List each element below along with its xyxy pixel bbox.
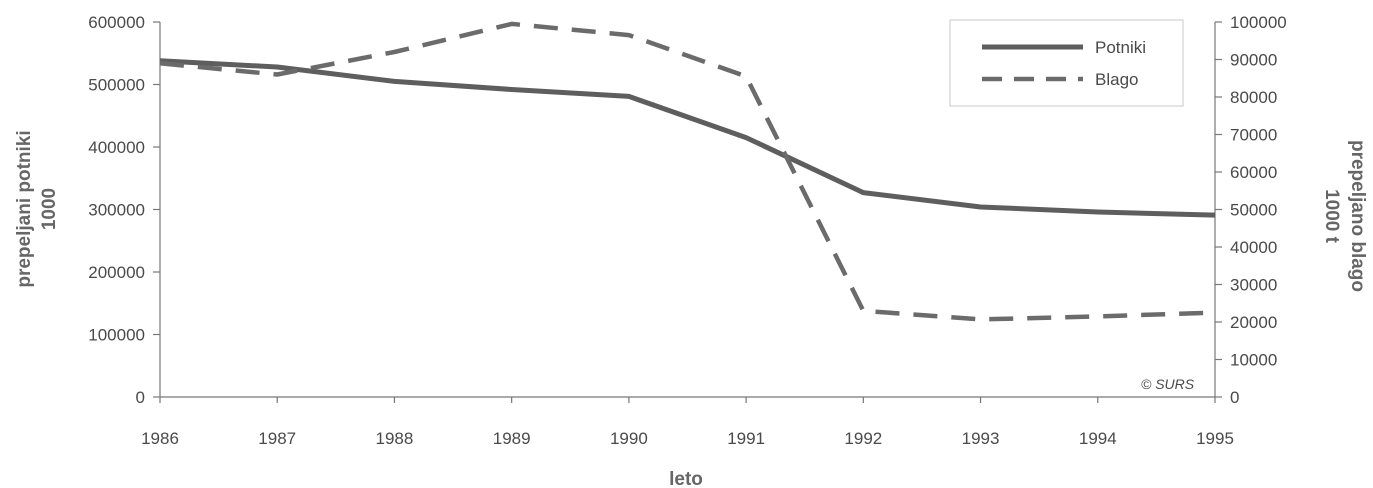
right-tick-label: 0 <box>1230 388 1239 407</box>
series-line-potniki <box>159 58 1216 218</box>
x-tick-label: 1987 <box>258 429 296 448</box>
left-axis-title-line1: prepeljani potniki <box>14 130 35 287</box>
x-tick-label: 1986 <box>141 429 179 448</box>
x-tick-label: 1995 <box>1196 429 1234 448</box>
right-tick-label: 100000 <box>1230 13 1287 32</box>
x-tick-label: 1989 <box>493 429 531 448</box>
right-tick-label: 90000 <box>1230 51 1277 70</box>
right-axis-title: prepeljano blago 1000 t <box>1321 140 1368 292</box>
x-tick-label: 1988 <box>376 429 414 448</box>
legend-label-blago: Blago <box>1095 70 1138 89</box>
left-axis-ticks: 0 100000 200000 300000 400000 500000 600000 <box>88 13 160 407</box>
left-tick-label: 400000 <box>88 138 145 157</box>
legend-box <box>949 19 1184 107</box>
right-tick-label: 40000 <box>1230 238 1277 257</box>
right-tick-label: 50000 <box>1230 201 1277 220</box>
series-layer <box>159 21 1216 322</box>
right-tick-label: 30000 <box>1230 276 1277 295</box>
x-tick-label: 1992 <box>844 429 882 448</box>
left-tick-label: 500000 <box>88 76 145 95</box>
x-tick-label: 1993 <box>962 429 1000 448</box>
left-tick-label: 0 <box>136 388 145 407</box>
left-axis-title: prepeljani potniki 1000 <box>14 130 60 287</box>
x-tick-label: 1994 <box>1079 429 1117 448</box>
credit-label: © SURS <box>1141 376 1195 392</box>
x-tick-label: 1990 <box>610 429 648 448</box>
right-axis-title-line1: prepeljano blago <box>1347 140 1368 292</box>
right-tick-label: 10000 <box>1230 351 1277 370</box>
left-axis-title-line2: 1000 <box>39 188 60 230</box>
right-axis-ticks: 0 10000 20000 30000 40000 50000 60000 70000 8000… <box>1215 13 1287 407</box>
x-axis-title: leto <box>669 469 703 488</box>
left-tick-label: 300000 <box>88 201 145 220</box>
right-tick-label: 80000 <box>1230 88 1277 107</box>
right-tick-label: 20000 <box>1230 313 1277 332</box>
right-tick-label: 70000 <box>1230 126 1277 145</box>
right-tick-label: 60000 <box>1230 163 1277 182</box>
left-tick-label: 100000 <box>88 326 145 345</box>
x-tick-label: 1991 <box>727 429 765 448</box>
left-tick-label: 200000 <box>88 263 145 282</box>
right-axis-title-line2: 1000 t <box>1321 189 1342 244</box>
legend-label-potniki: Potniki <box>1095 38 1146 57</box>
legend: Potniki Blago <box>949 19 1184 107</box>
x-axis-ticks: 1986 1987 1988 1989 1990 1991 1992 1993 1994 1995 <box>141 397 1234 448</box>
left-tick-label: 600000 <box>88 13 145 32</box>
series-line-blago <box>159 21 1216 322</box>
